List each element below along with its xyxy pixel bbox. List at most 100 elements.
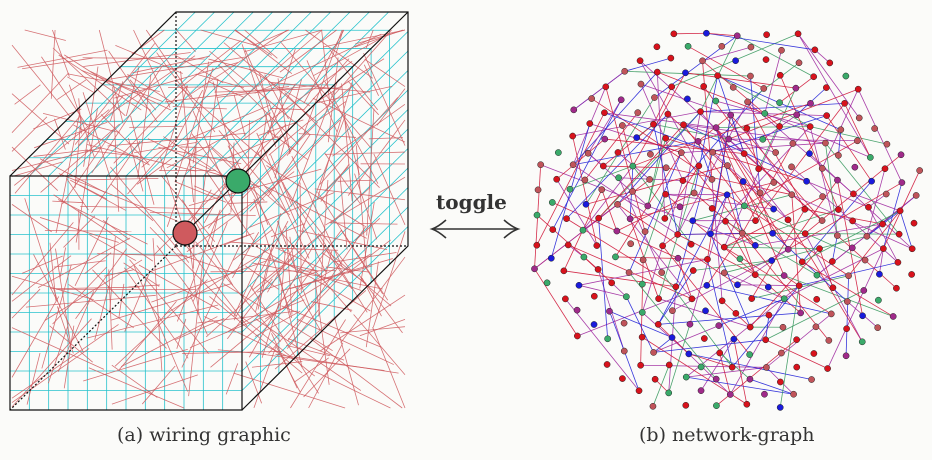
- network-node: [776, 71, 784, 79]
- wire: [308, 342, 344, 409]
- network-node: [763, 31, 770, 39]
- wire: [253, 198, 293, 319]
- wire: [83, 52, 191, 67]
- network-node: [598, 186, 606, 193]
- wire: [74, 216, 109, 287]
- wire: [314, 188, 406, 201]
- network-node: [829, 258, 836, 265]
- network-edge: [653, 325, 719, 353]
- wire: [124, 267, 189, 359]
- network-edge: [653, 124, 679, 235]
- wire: [254, 33, 382, 94]
- wire: [152, 238, 163, 371]
- network-node: [619, 122, 626, 129]
- wire: [137, 74, 152, 178]
- toggle-label[interactable]: toggle: [436, 190, 507, 214]
- network-edge: [572, 164, 678, 235]
- network-edge: [653, 337, 673, 353]
- network-node: [562, 295, 569, 303]
- wire: [94, 285, 110, 340]
- wire: [267, 48, 296, 135]
- wire: [80, 205, 211, 210]
- wire: [276, 220, 311, 310]
- network-node: [733, 32, 741, 40]
- wire: [195, 73, 245, 89]
- wire: [293, 284, 321, 331]
- network-node: [553, 175, 561, 183]
- network-node: [772, 149, 779, 156]
- network-edge: [657, 71, 765, 114]
- network-edge: [715, 127, 756, 221]
- network-node: [566, 185, 574, 193]
- network-node: [726, 391, 734, 398]
- network-edge: [802, 210, 901, 263]
- network-edge: [604, 138, 745, 154]
- network-node: [668, 83, 676, 91]
- wire: [251, 262, 383, 290]
- grid-line: [241, 148, 409, 313]
- wire: [296, 318, 394, 365]
- wire: [226, 278, 273, 340]
- network-edge: [743, 153, 823, 221]
- network-edge: [809, 153, 913, 250]
- caption-wiring-graphic: (a) wiring graphic: [117, 424, 291, 446]
- network-edge: [848, 210, 901, 277]
- wire: [218, 130, 288, 214]
- cube-top-right-edge: [241, 11, 409, 177]
- wire: [22, 57, 93, 70]
- wire: [42, 112, 120, 133]
- network-node: [718, 42, 726, 50]
- network-node: [835, 152, 842, 159]
- wire: [219, 136, 279, 162]
- network-node: [748, 295, 756, 302]
- wire: [172, 106, 227, 110]
- wire: [66, 178, 89, 211]
- network-edge: [587, 99, 622, 154]
- network-node: [860, 287, 868, 294]
- wire: [153, 183, 225, 256]
- network-node: [709, 148, 717, 156]
- network-edge: [801, 261, 894, 317]
- network-node: [637, 361, 644, 369]
- network-node: [818, 217, 826, 224]
- red-node-circle: [172, 220, 198, 246]
- network-edge: [707, 259, 733, 368]
- wire: [327, 57, 339, 143]
- wire: [229, 201, 268, 204]
- wire: [21, 255, 63, 274]
- network-edge: [742, 143, 794, 234]
- wire: [149, 233, 251, 273]
- wire: [332, 104, 406, 157]
- wire: [323, 29, 406, 48]
- wire: [11, 204, 52, 233]
- network-edge: [724, 246, 820, 249]
- wire: [212, 81, 238, 175]
- network-edge: [657, 194, 728, 325]
- network-node: [730, 335, 738, 343]
- network-edge: [569, 165, 633, 190]
- network-node: [661, 215, 669, 222]
- network-node: [801, 230, 809, 237]
- wire: [168, 85, 260, 88]
- network-edge: [653, 86, 673, 125]
- wire: [257, 256, 272, 310]
- network-edge: [749, 248, 820, 328]
- toggle-double-arrow[interactable]: [429, 219, 521, 239]
- network-edge: [804, 208, 883, 225]
- network-node: [712, 124, 720, 131]
- network-node: [746, 351, 754, 358]
- network-edge: [665, 137, 807, 182]
- network-node: [855, 114, 863, 122]
- wire: [141, 365, 176, 405]
- wire: [182, 351, 282, 354]
- network-edge: [617, 204, 738, 286]
- network-node: [595, 214, 602, 222]
- network-node: [736, 255, 744, 263]
- network-node: [688, 295, 696, 303]
- wire: [251, 361, 303, 368]
- network-edge: [711, 179, 723, 301]
- wire: [259, 73, 276, 138]
- network-edge: [591, 98, 713, 180]
- network-node: [859, 312, 866, 320]
- network-node: [780, 295, 788, 303]
